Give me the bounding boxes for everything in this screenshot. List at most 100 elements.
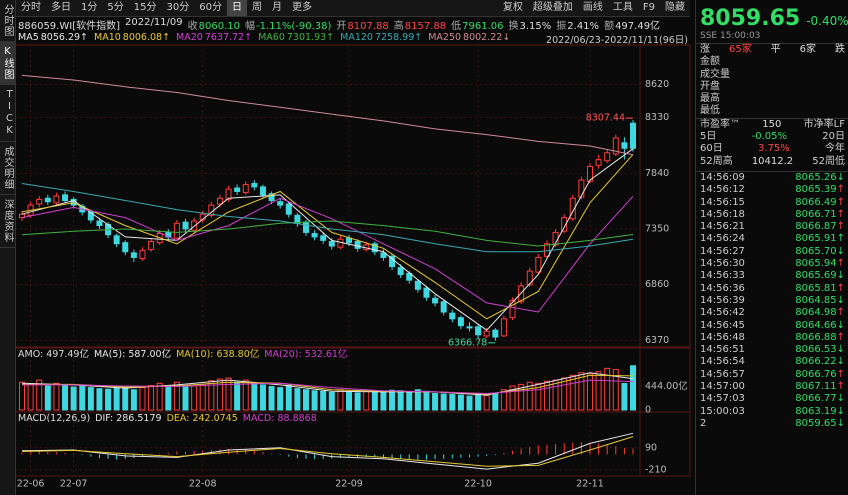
volume-bar <box>234 381 241 411</box>
tick-time: 14:56:57 <box>700 368 745 380</box>
tick-arrow: ↑ <box>836 196 845 208</box>
tick-price: 8066.76 <box>795 368 837 380</box>
tick-row: 14:56:45 8064.66↓ <box>696 320 848 332</box>
period-button[interactable]: 5分 <box>107 2 124 13</box>
candle-body <box>53 195 60 204</box>
sidebar-tab[interactable]: TICK <box>0 85 15 142</box>
legend-item: MACD: 88.8868 <box>242 413 317 424</box>
pane-legend: AMO: 497.49亿 MA(5): 587.00亿 MA(10): 638.80… <box>18 348 347 361</box>
tick-time: 14:56:39 <box>700 294 745 306</box>
tool-button[interactable]: F9 <box>642 2 655 13</box>
tick-right: 8066.49↑ <box>795 197 845 209</box>
period-button[interactable]: 15分 <box>133 2 157 13</box>
tick-right: 8066.87↑ <box>795 221 845 233</box>
tool-button[interactable]: 工具 <box>612 2 633 13</box>
volume-bar <box>346 391 353 411</box>
field-label: 最低 <box>700 105 720 117</box>
candle-body <box>526 270 533 286</box>
low-annotation: 6366.78 <box>448 337 487 348</box>
tick-right: 8064.98↑ <box>795 307 845 319</box>
volume-bar <box>475 393 482 411</box>
tick-right: 8065.39↑ <box>795 184 845 196</box>
tool-button[interactable]: 复权 <box>502 2 523 13</box>
tick-price: 8064.98 <box>795 307 837 319</box>
candle-body <box>268 193 275 202</box>
tick-right: 8066.77↓ <box>795 393 845 405</box>
ma-value: 8056.29↑ <box>40 32 88 43</box>
sidebar-tab[interactable]: 深度资料 <box>0 195 15 248</box>
volume-bar <box>509 385 516 411</box>
y-tick-label: 90 <box>645 442 657 453</box>
period-button[interactable]: 周 <box>251 2 262 13</box>
volume-bar <box>208 380 215 411</box>
y-tick-label: 7350 <box>645 223 669 234</box>
period-button[interactable]: 多日 <box>51 2 71 13</box>
sidebar-tab[interactable]: 分时图 <box>0 0 15 42</box>
candle-body <box>113 235 120 245</box>
tick-price: 8065.70 <box>795 245 837 257</box>
volume-bar <box>526 381 533 411</box>
tool-button[interactable]: 隐藏 <box>665 2 685 13</box>
tool-button[interactable]: 画线 <box>582 2 603 13</box>
candle-body <box>259 186 266 196</box>
tool-button[interactable]: 超级叠加 <box>532 2 573 13</box>
volume-bar <box>457 394 464 411</box>
quote-field: 换3.15% <box>509 17 552 32</box>
candle-body <box>36 198 43 205</box>
tick-right: 8066.76↑ <box>795 369 845 381</box>
y-tick-label: 6370 <box>645 335 669 346</box>
volume-bar <box>595 371 602 411</box>
period-button[interactable]: 分时 <box>21 2 41 13</box>
volume-bar <box>440 393 447 411</box>
tick-price: 8064.66 <box>795 319 837 331</box>
sidebar-tabs: 分时图 K线图 TICK 成交明细 深度资料 <box>0 0 16 495</box>
field-label: 金额 <box>700 56 720 68</box>
volume-bar <box>586 373 593 411</box>
candle-body <box>604 152 611 162</box>
x-tick-label: 22-07 <box>60 479 88 490</box>
period-button[interactable]: 1分 <box>81 2 98 13</box>
indicator-line <box>21 436 634 467</box>
volume-bar <box>483 395 490 411</box>
candle-body <box>621 142 628 149</box>
tick-arrow: ↑ <box>836 282 845 294</box>
tick-price: 8063.19 <box>795 405 837 417</box>
tick-arrow: ↓ <box>836 245 845 257</box>
candle-body <box>586 165 593 182</box>
field-label: 最高 <box>700 93 720 105</box>
tick-time: 14:56:09 <box>700 171 745 183</box>
period-button[interactable]: 30分 <box>166 2 190 13</box>
period-button[interactable]: 60分 <box>199 2 222 13</box>
tick-arrow: ↓ <box>836 294 845 306</box>
period-button[interactable]: 月 <box>271 2 282 13</box>
x-tick-label: 22-10 <box>464 479 492 490</box>
period-button[interactable]: 更多 <box>291 2 312 13</box>
tick-price: 8065.26 <box>795 171 837 183</box>
candle-body <box>182 221 189 230</box>
volume-bar <box>371 391 378 411</box>
y-tick-label: 0 <box>645 405 651 416</box>
high-annotation: 8307.44 <box>586 113 625 124</box>
volume-bar <box>70 386 77 411</box>
candle-body <box>492 329 499 338</box>
tick-right: 8066.88↑ <box>795 332 845 344</box>
tick-row: 14:56:36 8065.81↑ <box>696 283 848 295</box>
quote-label: 高 <box>393 21 404 32</box>
sidebar-tab[interactable]: 成交明细 <box>0 142 15 195</box>
candle-body <box>414 280 421 290</box>
volume-bar <box>44 385 51 411</box>
tick-time: 2 <box>700 417 707 429</box>
period-button[interactable]: 日 <box>226 0 247 16</box>
candle-body <box>251 182 258 188</box>
tick-right: 8067.11↑ <box>795 381 845 393</box>
breadth-item: 跌 <box>834 44 845 55</box>
tick-price: 8066.49 <box>795 196 837 208</box>
sidebar-tab[interactable]: K线图 <box>0 42 15 85</box>
volume-bar <box>259 384 266 411</box>
legend-item: MA(20): 532.61亿 <box>264 349 348 360</box>
stat-cell: 3.75% <box>757 143 790 155</box>
tick-arrow: ↓ <box>836 405 845 417</box>
tick-row: 2 8059.65↓ <box>696 418 848 430</box>
candle-body <box>423 287 430 298</box>
